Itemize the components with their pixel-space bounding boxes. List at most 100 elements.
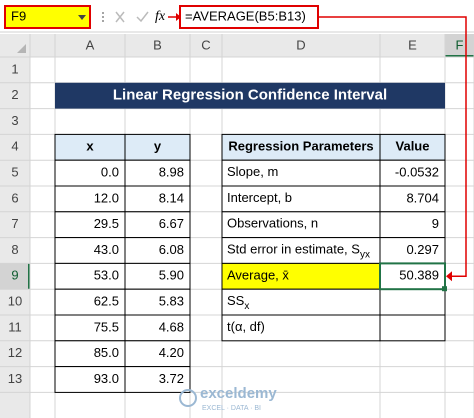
column-header-bar — [0, 34, 474, 57]
column-header[interactable]: D — [296, 37, 305, 52]
cell — [124, 237, 191, 264]
formula-text: =AVERAGE(B5:B13) — [185, 8, 306, 23]
cell — [124, 366, 191, 393]
row-header[interactable]: 10 — [8, 294, 22, 309]
cell — [379, 262, 446, 290]
row-header[interactable]: 2 — [11, 87, 18, 102]
cell — [379, 288, 446, 316]
cell — [124, 211, 191, 239]
cell — [54, 185, 126, 213]
selected-cell[interactable] — [379, 262, 446, 291]
table-cell: 93.0 — [94, 371, 119, 386]
param-label-sub: x — [244, 301, 249, 312]
fx-label: fx — [155, 9, 166, 24]
row-header[interactable]: 3 — [11, 113, 18, 128]
cancel-icon[interactable] — [115, 11, 125, 23]
column-header[interactable]: F — [456, 37, 464, 52]
table-cell: 8.14 — [159, 190, 184, 205]
param-label-text: Observations, n — [227, 216, 318, 231]
name-box[interactable] — [4, 5, 91, 29]
table-cell: 43.0 — [94, 242, 119, 257]
param-label: Observations, n — [227, 216, 318, 231]
cell — [379, 133, 446, 161]
row-header[interactable]: 1 — [11, 61, 18, 76]
name-box-text: F9 — [11, 8, 26, 23]
cell — [124, 185, 191, 213]
cell — [54, 159, 126, 187]
dropdown-arrow — [78, 15, 86, 20]
cell — [379, 185, 446, 213]
separator-dot — [102, 12, 104, 14]
table-cell: 4.68 — [159, 319, 184, 334]
row-header-selected — [0, 263, 30, 290]
cell — [221, 159, 381, 187]
row-header[interactable]: 13 — [8, 371, 22, 386]
param-value: 0.297 — [406, 242, 439, 257]
row-header[interactable]: 8 — [11, 242, 18, 257]
param-label-text: t(α, df) — [227, 319, 265, 334]
red-arrow-head — [446, 271, 452, 282]
row-header[interactable]: 4 — [11, 139, 18, 154]
column-header[interactable]: B — [153, 37, 162, 52]
param-value: 9 — [432, 216, 439, 231]
watermark-name: exceldemy — [200, 385, 277, 402]
table-cell: 0.0 — [101, 165, 119, 180]
param-label-text: Slope, m — [227, 165, 278, 180]
cell — [54, 262, 126, 290]
title: Linear Regression Confidence Interval — [113, 87, 387, 104]
column-header[interactable]: A — [86, 37, 95, 52]
row-header[interactable]: 12 — [8, 345, 22, 360]
table-cell: 4.20 — [159, 345, 184, 360]
separator-dot — [102, 16, 104, 18]
table-header: Regression Parameters — [228, 139, 373, 154]
red-arrow — [318, 16, 467, 278]
table-header: x — [86, 139, 94, 154]
row-header[interactable]: 5 — [11, 165, 18, 180]
param-label-text: SS — [227, 294, 245, 309]
table-cell: 3.72 — [159, 371, 184, 386]
param-label: SSx — [227, 294, 249, 312]
cell — [124, 288, 191, 316]
table-cell: 29.5 — [94, 216, 119, 231]
row-header[interactable]: 9 — [11, 268, 18, 283]
cell — [124, 340, 191, 368]
param-label: t(α, df) — [227, 319, 265, 334]
cell — [221, 133, 381, 161]
enter-icon[interactable] — [136, 11, 149, 23]
cell — [124, 133, 191, 161]
row-header[interactable]: 6 — [11, 190, 18, 205]
row-header[interactable]: 11 — [8, 319, 22, 334]
cell — [124, 262, 191, 290]
table-header: Value — [396, 139, 430, 154]
param-label-text: Average, x̄ — [227, 268, 289, 283]
watermark-tagline: EXCEL · DATA · BI — [202, 405, 261, 412]
table-cell: 5.90 — [159, 268, 184, 283]
table-cell: 53.0 — [94, 268, 119, 283]
param-label-text: Intercept, b — [227, 190, 292, 205]
table-header: y — [154, 139, 162, 154]
cell — [54, 314, 126, 342]
separator-dot — [102, 20, 104, 22]
param-label: Slope, m — [227, 165, 278, 180]
watermark-logo — [179, 389, 197, 407]
param-label: Std error in estimate, Syx — [227, 242, 370, 260]
param-label-sub: yx — [360, 249, 370, 260]
fill-handle — [442, 286, 447, 292]
table-cell: 62.5 — [94, 294, 119, 309]
row-header[interactable]: 7 — [11, 216, 18, 231]
table-cell: 12.0 — [94, 190, 119, 205]
table-cell: 85.0 — [94, 345, 119, 360]
cell — [379, 211, 446, 239]
column-header[interactable]: E — [408, 37, 417, 52]
param-value: 50.389 — [399, 268, 439, 283]
table-cell: 5.83 — [159, 294, 184, 309]
param-value: 8.704 — [406, 190, 439, 205]
param-label: Average, x̄ — [227, 268, 289, 283]
param-value: -0.0532 — [395, 165, 439, 180]
cell — [54, 237, 126, 264]
select-all — [17, 44, 26, 53]
table-cell: 75.5 — [94, 319, 119, 334]
column-header[interactable]: C — [201, 37, 210, 52]
cell — [379, 314, 446, 342]
